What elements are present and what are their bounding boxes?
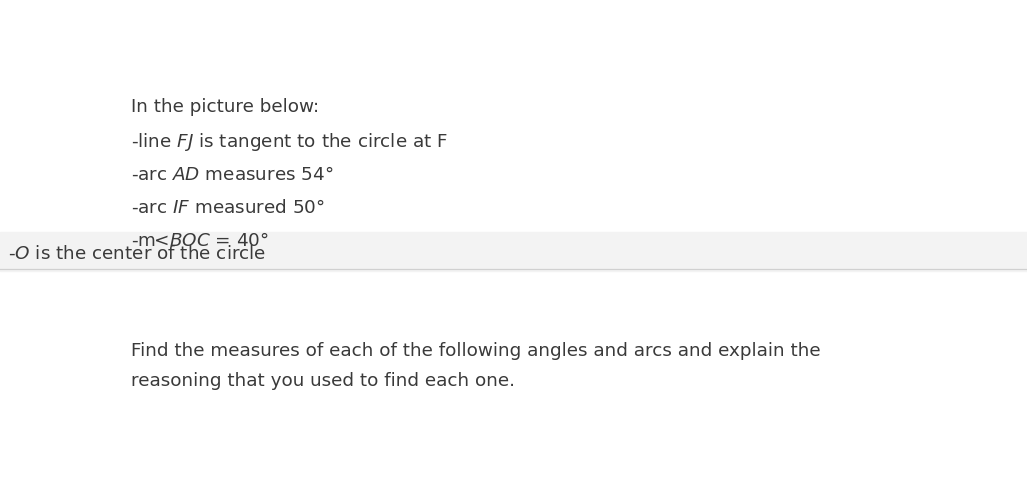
Text: -$\mathit{O}$ is the center of the circle: -$\mathit{O}$ is the center of the circl…	[8, 245, 266, 263]
Text: -arc $\mathit{AD}$ measures 54°: -arc $\mathit{AD}$ measures 54°	[131, 166, 334, 184]
Text: -m<$\mathit{BOC}$ = 40°: -m<$\mathit{BOC}$ = 40°	[131, 232, 269, 250]
Text: -line $\mathit{FJ}$ is tangent to the circle at F: -line $\mathit{FJ}$ is tangent to the ci…	[131, 131, 449, 153]
Text: Find the measures of each of the following angles and arcs and explain the: Find the measures of each of the followi…	[131, 342, 821, 360]
Bar	[0, 232, 1027, 271]
Text: -arc $\mathit{IF}$ measured 50°: -arc $\mathit{IF}$ measured 50°	[131, 199, 326, 217]
Text: reasoning that you used to find each one.: reasoning that you used to find each one…	[131, 372, 516, 390]
Text: In the picture below:: In the picture below:	[131, 98, 319, 116]
